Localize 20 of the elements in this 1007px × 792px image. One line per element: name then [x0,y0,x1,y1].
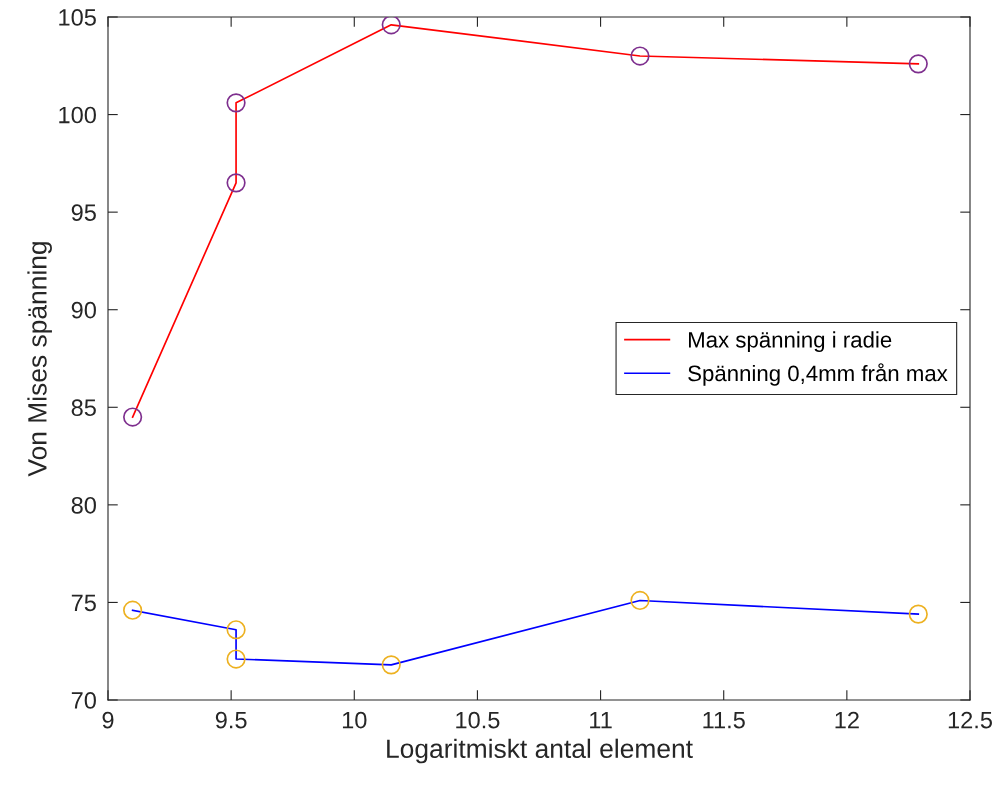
legend-label: Max spänning i radie [689,331,892,353]
x-tick-label: 10.5 [456,711,500,729]
y-tick-label: 90 [71,301,96,319]
y-axis-title: Von Mises spänning [27,242,52,477]
y-tick-label: 70 [71,692,96,709]
x-tick-label: 10 [342,711,367,729]
y-tick-label: 95 [71,204,96,221]
y-tick-label: 100 [59,106,96,124]
x-tick-label: 11.5 [703,711,745,729]
legend-label: Spänning 0,4mm från max [688,363,948,386]
x-tick-label: 12 [835,711,859,729]
x-axis-title: Logaritmiskt antal element [387,738,693,764]
x-tick-label: 9.5 [215,711,247,729]
x-tick-label: 9 [102,711,114,729]
x-tick-label: 11 [590,711,612,729]
x-tick-label: 12.5 [948,711,992,729]
y-tick-label: 105 [59,9,96,26]
y-tick-label: 75 [71,594,96,612]
y-tick-label: 80 [71,496,96,514]
y-tick-label: 85 [71,399,96,417]
